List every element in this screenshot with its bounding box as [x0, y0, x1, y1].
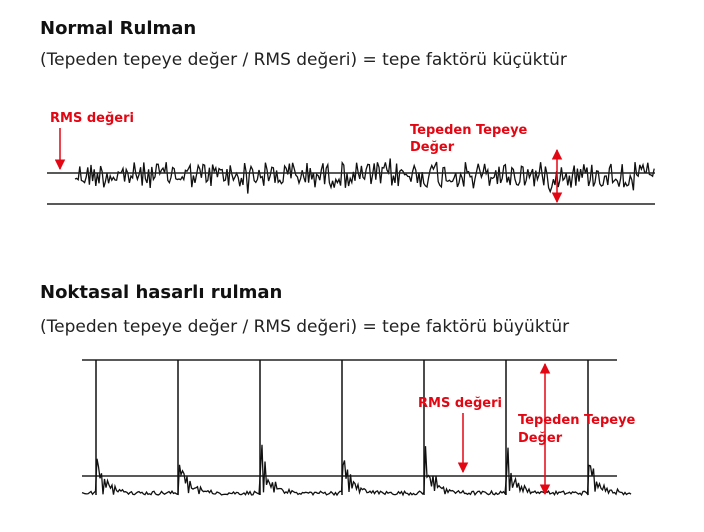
waveform — [74, 158, 655, 194]
peak-label: Tepeden Tepeye — [410, 123, 528, 138]
peak-label: Değer — [410, 140, 455, 155]
rms-label: RMS değeri — [418, 396, 502, 411]
peak-label: Değer — [518, 431, 563, 446]
waveform — [81, 360, 632, 497]
section-title: Normal Rulman — [40, 18, 196, 39]
section-subtitle: (Tepeden tepeye değer / RMS değeri) = te… — [40, 50, 567, 70]
waveform-trace — [81, 444, 632, 497]
section-subtitle: (Tepeden tepeye değer / RMS değeri) = te… — [40, 317, 569, 337]
peak-label: Tepeden Tepeye — [518, 413, 636, 428]
section-title: Noktasal hasarlı rulman — [40, 282, 282, 303]
waveform-trace — [74, 158, 655, 194]
rms-label: RMS değeri — [50, 111, 134, 126]
